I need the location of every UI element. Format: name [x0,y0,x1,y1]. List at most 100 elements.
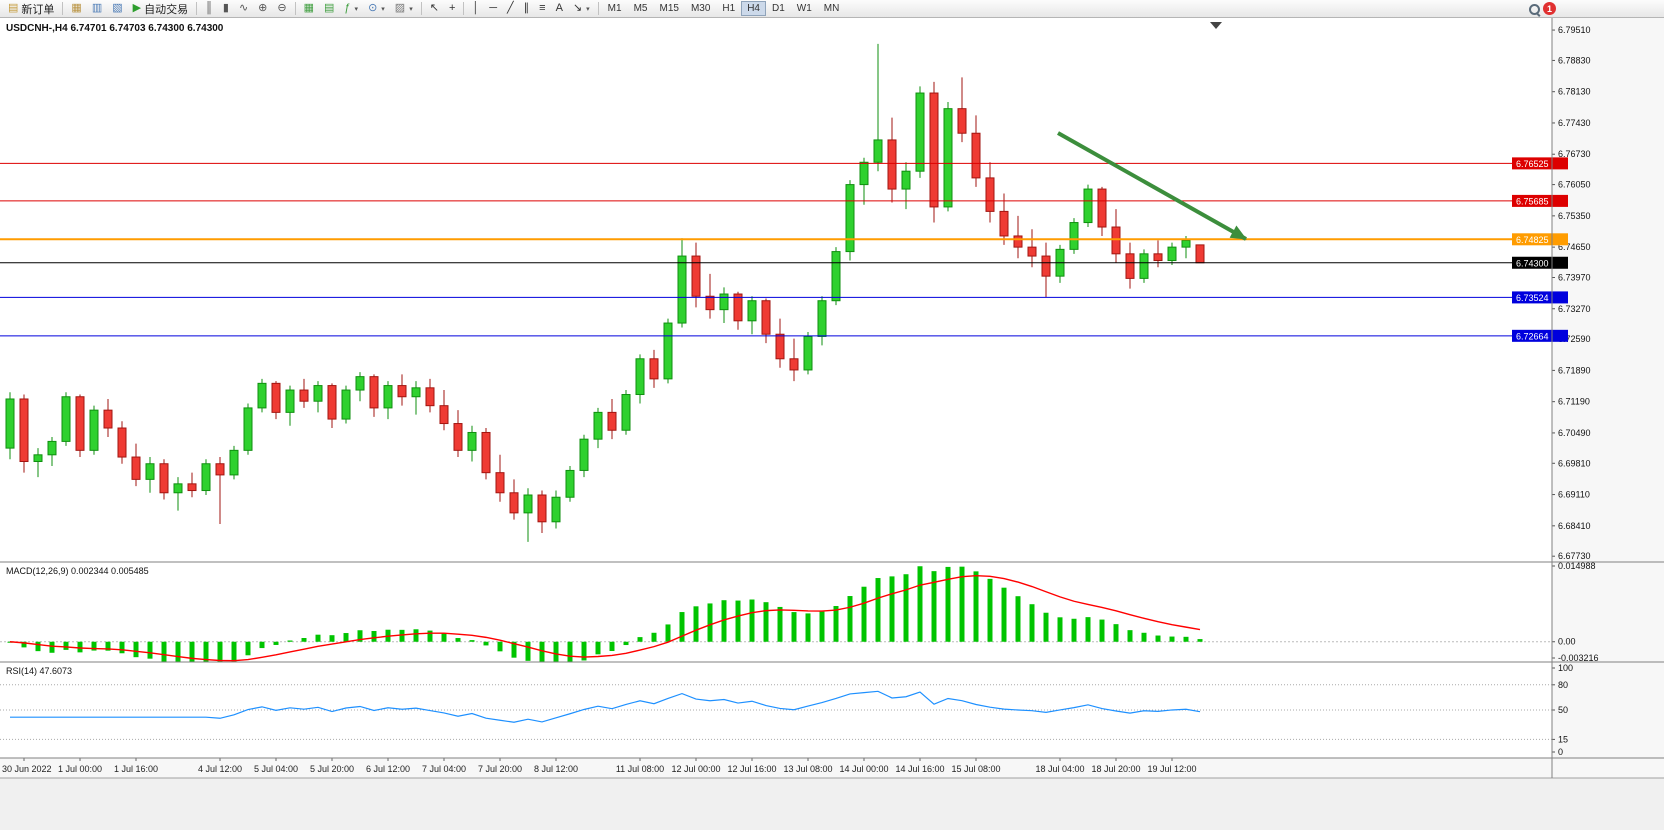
candlestick-chart-button[interactable]: ▮ [218,1,234,17]
candle-body [1097,188,1107,228]
price-axis-label: 6.76730 [1558,149,1591,159]
text-label-button[interactable]: A [551,1,568,17]
candle-body [47,440,57,456]
chart-canvas[interactable]: USDCNH-,H4 6.74701 6.74703 6.74300 6.743… [0,18,1664,830]
time-axis-label: 14 Jul 16:00 [895,764,944,774]
market-watch-button[interactable]: ▧ [107,1,127,17]
timeframe-m30[interactable]: M30 [685,1,716,16]
candle-body [173,483,183,494]
time-axis-label: 7 Jul 04:00 [422,764,466,774]
channel-button[interactable]: ∥ [519,1,535,17]
arrows-tool-button[interactable]: ↘ ▾ [568,1,595,17]
candle-body [915,92,925,172]
zoom-out-icon: ⊖ [277,2,287,14]
line-chart-button[interactable]: ∿ [234,1,253,17]
bottom-strip [0,778,1664,830]
toolbar-separator [463,2,465,15]
new-chart-button[interactable]: ▦ [299,1,319,17]
horizontal-line-button[interactable]: ─ [484,1,502,17]
candle-body [621,394,631,431]
candle-body [19,398,29,463]
new-order-button[interactable]: ▤ 新订单 [3,1,59,17]
dropdown-caret-icon: ▾ [381,5,385,13]
toolbar: ▤ 新订单 ▦ ▥ ▧ ▶ 自动交易 ║ ▮ ∿ ⊕ ⊖ ▦ ▤ ƒ ▾ ⊙ ▾ ▨ ▾ ↖ + │ ─ ╱ ∥ ≡ A ↘ ▾ M1 M5 M… [0,0,1664,18]
zoom-out-button[interactable]: ⊖ [272,1,291,17]
time-axis[interactable] [0,758,1552,778]
candle-body [523,494,533,514]
timeframe-m15[interactable]: M15 [653,1,684,16]
price-tag-6.72664 [1512,329,1568,342]
cursor-button[interactable]: ↖ [425,1,444,17]
toolbar-separator [597,2,599,15]
candle-body [61,396,71,442]
price-axis-label: 6.78130 [1558,87,1591,97]
candle-body [229,449,239,476]
timeframe-h4[interactable]: H4 [741,1,766,16]
candle-body [327,385,337,420]
tile-windows-button[interactable]: ▥ [87,1,107,17]
notification-badge[interactable]: 1 [1543,2,1556,15]
candle-body [971,132,981,179]
timeframe-d1[interactable]: D1 [766,1,791,16]
candle-body [1027,246,1037,257]
price-tag-6.73524 [1512,291,1568,304]
price-axis-label: 6.71190 [1558,397,1590,407]
candle-body [131,456,141,480]
chart-background [0,18,1664,830]
candlestick-icon: ▮ [222,2,229,14]
time-axis-label: 1 Jul 16:00 [114,764,158,774]
timeframe-w1[interactable]: W1 [791,1,818,16]
trendline-button[interactable]: ╱ [502,1,519,17]
candle-body [215,463,225,476]
template-icon: ▨ [394,2,406,14]
candle-body [957,108,967,134]
timeframe-m1[interactable]: M1 [602,1,628,16]
timeframe-h1[interactable]: H1 [716,1,741,16]
fibonacci-icon: ≡ [539,2,546,14]
candle-body [1139,253,1149,279]
macd-histogram [7,566,1203,662]
text-icon: A [555,2,563,14]
candle-body [117,427,127,458]
crosshair-button[interactable]: + [444,1,460,17]
candle-body [649,358,659,380]
toolbar-separator [294,2,296,15]
candle-body [1083,188,1093,224]
candle-body [397,385,407,398]
fibonacci-button[interactable]: ≡ [534,1,550,17]
timeframe-mn[interactable]: MN [818,1,846,16]
search-button[interactable] [1525,1,1543,17]
chart-profile-button[interactable]: ▤ [319,1,339,17]
templates-button[interactable]: ▨ ▾ [390,1,418,17]
candle-body [985,177,995,212]
chart-shift-marker[interactable] [1210,22,1222,29]
vertical-line-button[interactable]: │ [467,1,484,17]
candle-body [803,335,813,371]
toolbar-separator [420,2,422,15]
charts-button[interactable]: ▦ [66,1,86,17]
trend-arrow[interactable] [1057,131,1247,241]
timeframe-m5[interactable]: M5 [628,1,654,16]
candle-body [593,411,603,440]
line-chart-icon: ∿ [238,2,249,14]
search-icon [1527,2,1541,16]
indicators-button[interactable]: ƒ ▾ [339,1,363,17]
price-axis-label: 6.73270 [1558,304,1591,314]
candle-body [481,431,491,474]
candle-body [383,385,393,409]
candle-body [425,387,435,407]
clock-icon: ⊙ [368,2,378,14]
ohlc-bars-button[interactable]: ║ [200,1,218,17]
candle-body [439,405,449,425]
candle-body [299,389,309,402]
auto-trading-button[interactable]: ▶ 自动交易 [128,1,193,17]
zoom-in-button[interactable]: ⊕ [253,1,272,17]
candle-body [75,396,85,451]
price-tag-6.76525 [1512,157,1568,170]
rsi-axis-label: 0 [1558,747,1563,757]
price-axis-label: 6.77430 [1558,118,1591,128]
candle-body [201,463,211,492]
periods-button[interactable]: ⊙ ▾ [363,1,390,17]
price-scale[interactable] [1552,18,1664,778]
price-axis-label: 6.70490 [1558,428,1591,438]
